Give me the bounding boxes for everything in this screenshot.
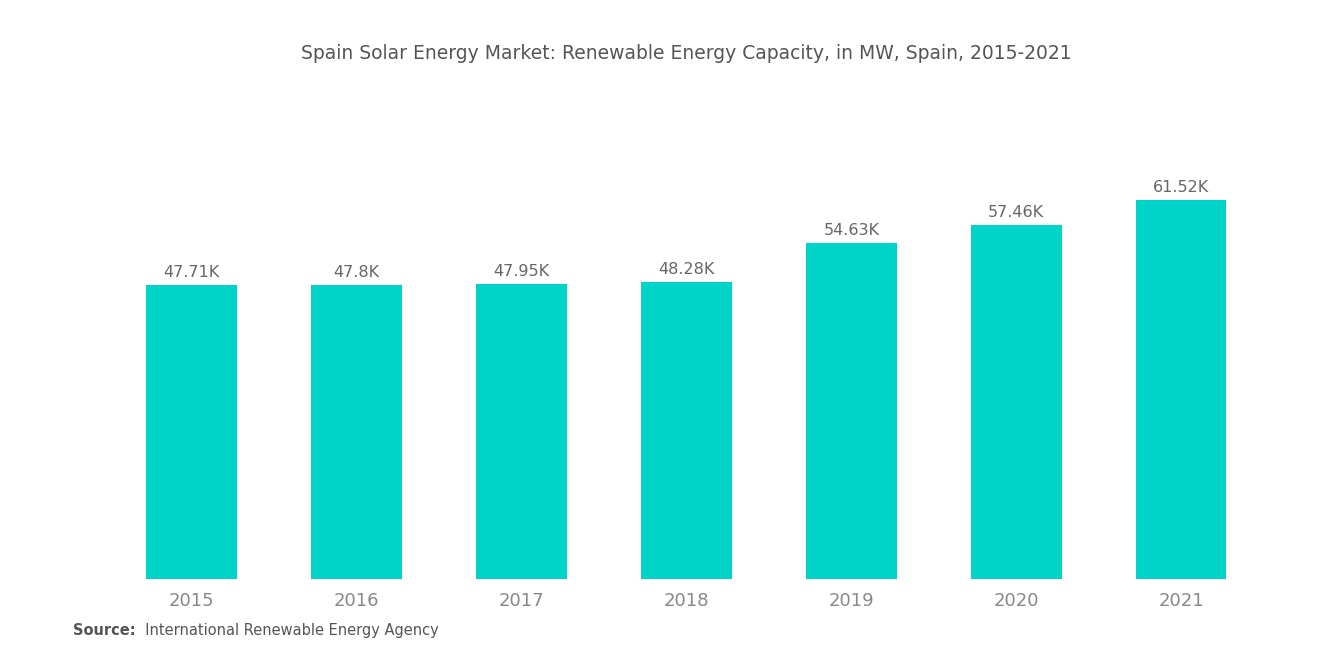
- Text: 47.8K: 47.8K: [334, 265, 380, 279]
- Bar: [147, 285, 238, 579]
- Text: 47.71K: 47.71K: [164, 265, 220, 280]
- Bar: [1135, 200, 1226, 579]
- Text: 54.63K: 54.63K: [824, 223, 879, 237]
- Bar: [807, 243, 896, 579]
- Text: 61.52K: 61.52K: [1152, 180, 1209, 196]
- Text: 48.28K: 48.28K: [659, 261, 714, 277]
- Text: Source:: Source:: [73, 623, 135, 638]
- Bar: [642, 281, 731, 579]
- Text: 47.95K: 47.95K: [494, 264, 549, 279]
- Text: 57.46K: 57.46K: [989, 205, 1044, 220]
- Bar: [970, 225, 1061, 579]
- Bar: [312, 285, 403, 579]
- Text: International Renewable Energy Agency: International Renewable Energy Agency: [136, 623, 438, 638]
- Bar: [477, 283, 566, 579]
- Title: Spain Solar Energy Market: Renewable Energy Capacity, in MW, Spain, 2015-2021: Spain Solar Energy Market: Renewable Ene…: [301, 44, 1072, 63]
